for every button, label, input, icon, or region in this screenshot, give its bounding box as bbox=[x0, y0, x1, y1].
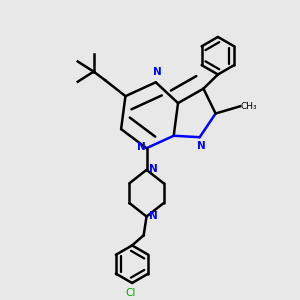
Text: CH₃: CH₃ bbox=[240, 102, 257, 111]
Text: Cl: Cl bbox=[125, 288, 136, 298]
Text: N: N bbox=[197, 141, 206, 151]
Text: N: N bbox=[153, 67, 162, 77]
Text: N: N bbox=[137, 142, 146, 152]
Text: N: N bbox=[148, 164, 157, 174]
Text: N: N bbox=[148, 211, 157, 220]
